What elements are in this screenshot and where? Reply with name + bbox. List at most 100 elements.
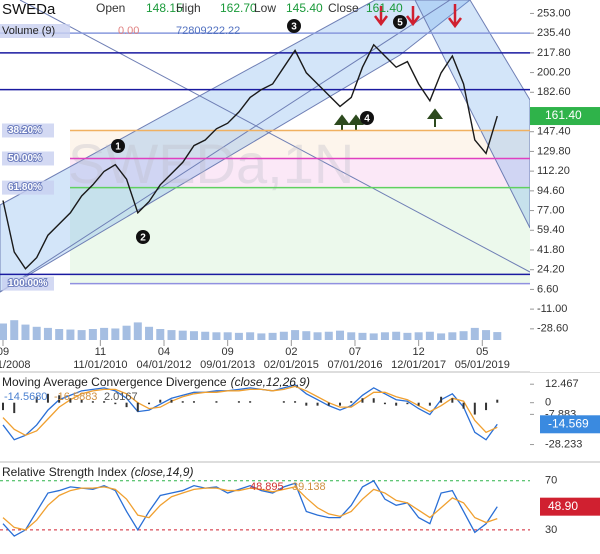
y-tick-label: 253.00: [537, 7, 571, 19]
ohlc-value: 148.15: [146, 1, 183, 15]
y-tick-label: 59.40: [537, 224, 565, 236]
histogram-bar: [170, 399, 173, 403]
price-line: [2, 43, 498, 270]
histogram-bar: [181, 401, 184, 403]
volume-bar: [32, 326, 41, 340]
buy-arrow: [334, 114, 350, 131]
histogram-bar: [215, 401, 218, 403]
volume-bar: [291, 330, 300, 340]
x-tick-date: 11/01/2010: [73, 359, 127, 371]
y-tick-label: 200.20: [537, 66, 571, 78]
x-tick-label: 05: [476, 346, 488, 358]
last-value: -16.5883: [54, 391, 97, 403]
last-price-label: 161.40: [545, 108, 582, 122]
volume-bar: [10, 320, 19, 340]
series-line: [2, 384, 498, 441]
annotation-marker: [287, 19, 301, 33]
last-value-badge-label: 48.90: [548, 499, 578, 513]
histogram-bar: [473, 402, 476, 415]
volume-bar: [482, 330, 491, 340]
histogram-bar: [496, 399, 499, 403]
volume-bar: [189, 331, 198, 340]
sell-arrow: [374, 6, 388, 27]
volume-bar: [88, 329, 97, 340]
volume-bar: [336, 330, 345, 340]
fib-label-box: [2, 123, 54, 138]
histogram-bar: [361, 398, 364, 403]
histogram-bar: [440, 396, 443, 403]
last-value-badge-label: -14.569: [548, 416, 589, 430]
histogram-bar: [249, 401, 252, 403]
histogram-bar: [159, 399, 162, 403]
last-price-badge: [530, 107, 600, 126]
trend-line: [19, 0, 531, 273]
volume-bar: [246, 332, 255, 340]
fib-label-box: [2, 276, 54, 291]
histogram-bar: [383, 402, 386, 405]
y-tick-label: -28.233: [545, 438, 582, 450]
volume-bar: [369, 333, 378, 340]
x-tick-label: 02: [285, 346, 297, 358]
volume-bar: [100, 327, 109, 340]
panel-params: (close,12,26,9): [231, 375, 310, 389]
histogram-bar: [451, 398, 454, 403]
volume-bar: [21, 324, 30, 340]
volume-bar: [133, 322, 142, 340]
histogram-bar: [462, 402, 465, 409]
histogram-bar: [282, 401, 285, 403]
volume-bar: [302, 331, 311, 340]
histogram-bar: [485, 402, 488, 411]
fib-label-box: [2, 151, 54, 166]
volume-ma: 72809222.22: [176, 25, 240, 37]
volume-bar: [414, 332, 423, 340]
ohlc-value: 161.40: [366, 1, 403, 15]
panel-title: Relative Strength Index (close,14,9): [2, 465, 193, 479]
fib-label: 100.00%: [8, 278, 48, 289]
histogram-bar: [58, 395, 61, 403]
ohlc-name: Open: [96, 1, 125, 15]
volume-bar: [77, 330, 86, 340]
volume-bar: [493, 332, 502, 340]
channels: [0, 0, 531, 293]
volume-bar: [66, 329, 75, 340]
x-tick-label: 12: [413, 346, 425, 358]
annotation-marker: [136, 230, 150, 244]
annotation-label: 4: [364, 114, 370, 125]
volume-bar: [448, 332, 457, 340]
volume-bar: [392, 331, 401, 340]
volume-bar: [122, 325, 131, 340]
histogram-bar: [69, 398, 72, 403]
panel-params: (close,14,9): [131, 465, 194, 479]
x-tick-date: 04/01/2012: [136, 359, 191, 371]
x-tick-label: 09: [0, 346, 9, 358]
ohlc-name: High: [176, 1, 201, 15]
y-tick-label: 147.40: [537, 126, 571, 138]
last-value: -14.5680: [4, 391, 47, 403]
y-tick-label: 182.60: [537, 86, 571, 98]
volume-bar: [111, 328, 120, 340]
y-tick-label: 112.20: [537, 165, 570, 177]
fib-label: 61.80%: [8, 182, 42, 193]
volume-bar: [313, 332, 322, 340]
histogram-bar: [316, 402, 319, 406]
volume-bar: [55, 329, 64, 340]
histogram-bar: [80, 399, 83, 403]
volume-bar: [0, 323, 7, 340]
histogram-bar: [46, 393, 49, 403]
volume-bar: [358, 332, 367, 340]
volume-bar: [212, 332, 221, 340]
trend-line: [0, 0, 451, 293]
histogram-bar: [2, 402, 4, 411]
volume-bar: [167, 330, 176, 340]
annotation-marker: [393, 15, 407, 29]
ohlc-name: Low: [254, 1, 276, 15]
volume-label: Volume (9): [2, 25, 55, 37]
histogram-bar: [103, 401, 106, 403]
volume-bar: [459, 331, 468, 340]
series-line: [2, 486, 498, 531]
y-tick-label: 30: [545, 524, 557, 536]
y-tick-label: 217.80: [537, 47, 571, 59]
y-tick-label: 129.80: [537, 145, 571, 157]
volume-bar: [43, 327, 52, 340]
